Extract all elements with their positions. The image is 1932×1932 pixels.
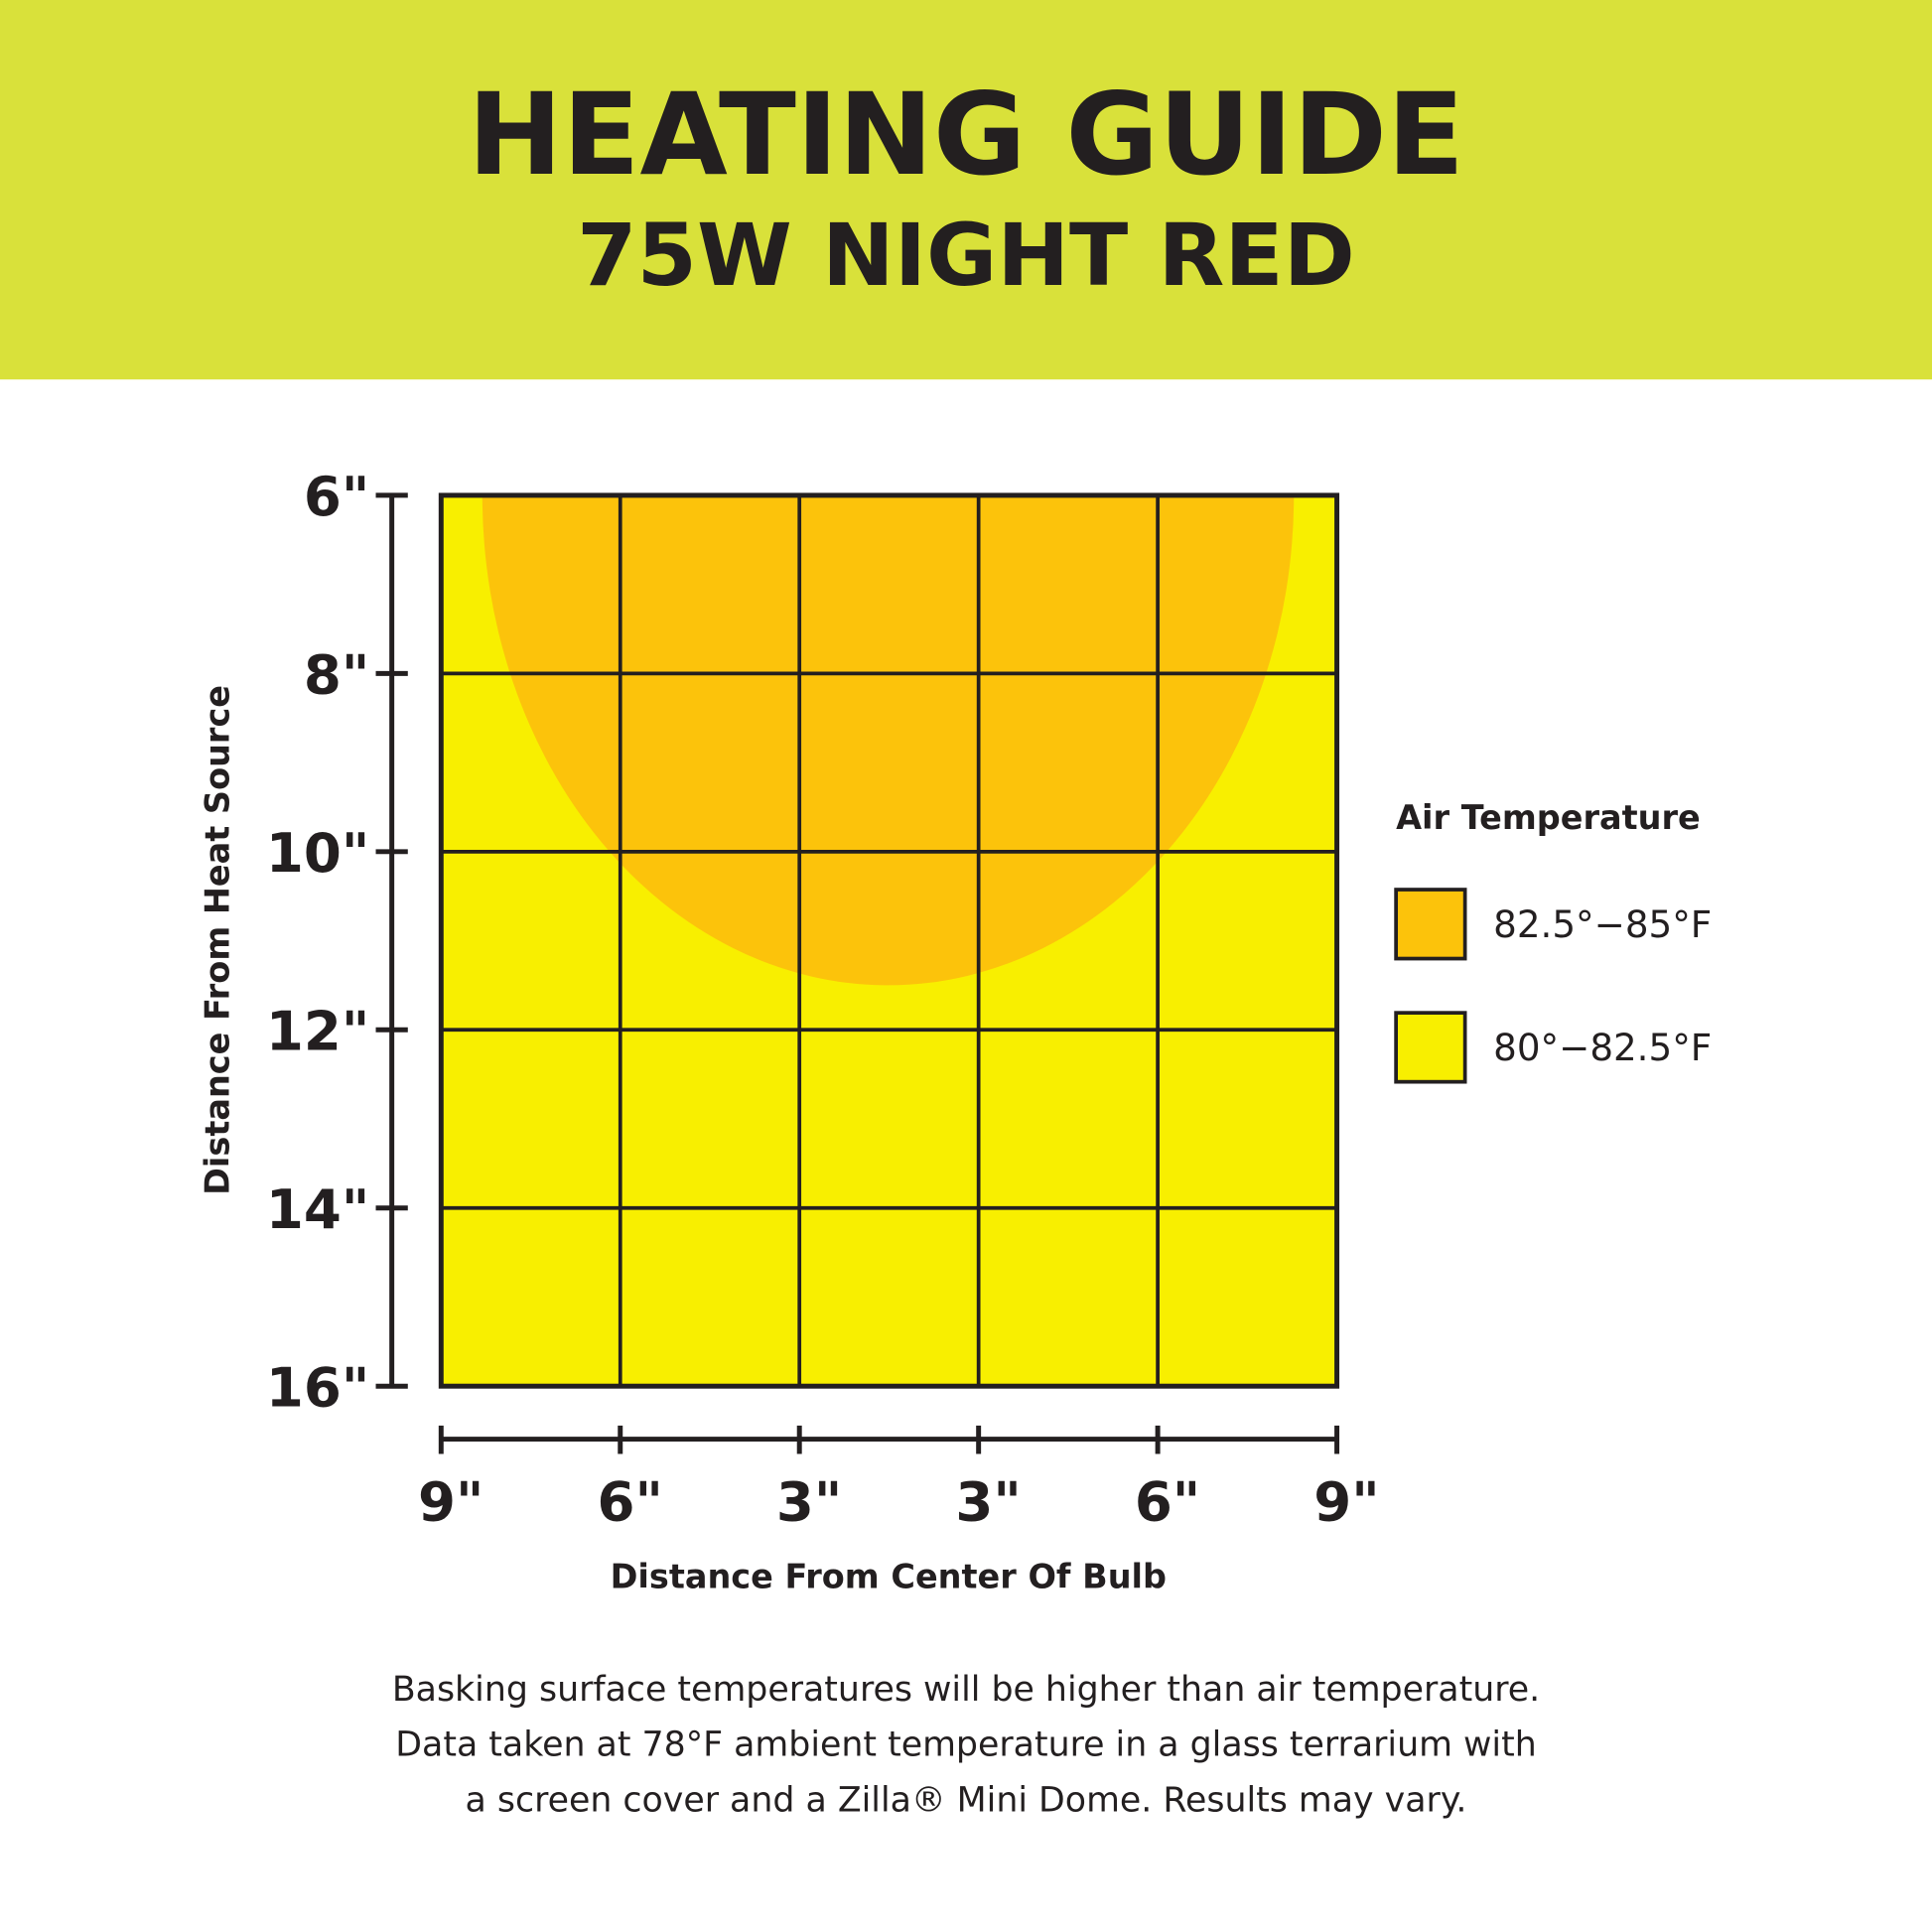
- legend-title: Air Temperature: [1396, 798, 1701, 837]
- x-tick-label: 3": [776, 1470, 842, 1534]
- x-tick-label: 9": [418, 1470, 483, 1534]
- y-tick-label: 12": [266, 999, 369, 1062]
- x-tick-label: 3": [955, 1470, 1021, 1534]
- header-band: [0, 0, 1932, 380]
- y-tick-label: 6": [304, 465, 369, 528]
- heat-zone: [482, 494, 1295, 986]
- x-axis-title: Distance From Center Of Bulb: [611, 1557, 1167, 1595]
- legend-label: 82.5°−85°F: [1493, 902, 1712, 946]
- chart-title: HEATING GUIDE: [468, 69, 1464, 201]
- y-axis-title: Distance From Heat Source: [198, 685, 236, 1195]
- x-tick-label: 6": [597, 1470, 662, 1534]
- footnote: Data taken at 78°F ambient temperature i…: [395, 1725, 1536, 1765]
- legend-swatch: [1394, 888, 1467, 961]
- plot-border: [438, 492, 1340, 1389]
- y-tick-label: 8": [304, 642, 369, 706]
- x-tick-label: 9": [1313, 1470, 1379, 1534]
- legend-label: 80°−82.5°F: [1493, 1026, 1712, 1069]
- y-tick-label: 14": [266, 1177, 369, 1241]
- x-tick-label: 6": [1135, 1470, 1200, 1534]
- y-tick-label: 10": [266, 821, 369, 885]
- footnote: a screen cover and a Zilla® Mini Dome. R…: [466, 1780, 1467, 1820]
- legend-swatch: [1394, 1011, 1467, 1084]
- y-tick-label: 16": [266, 1355, 369, 1419]
- chart-subtitle: 75W NIGHT RED: [577, 206, 1355, 306]
- footnote: Basking surface temperatures will be hig…: [392, 1670, 1540, 1710]
